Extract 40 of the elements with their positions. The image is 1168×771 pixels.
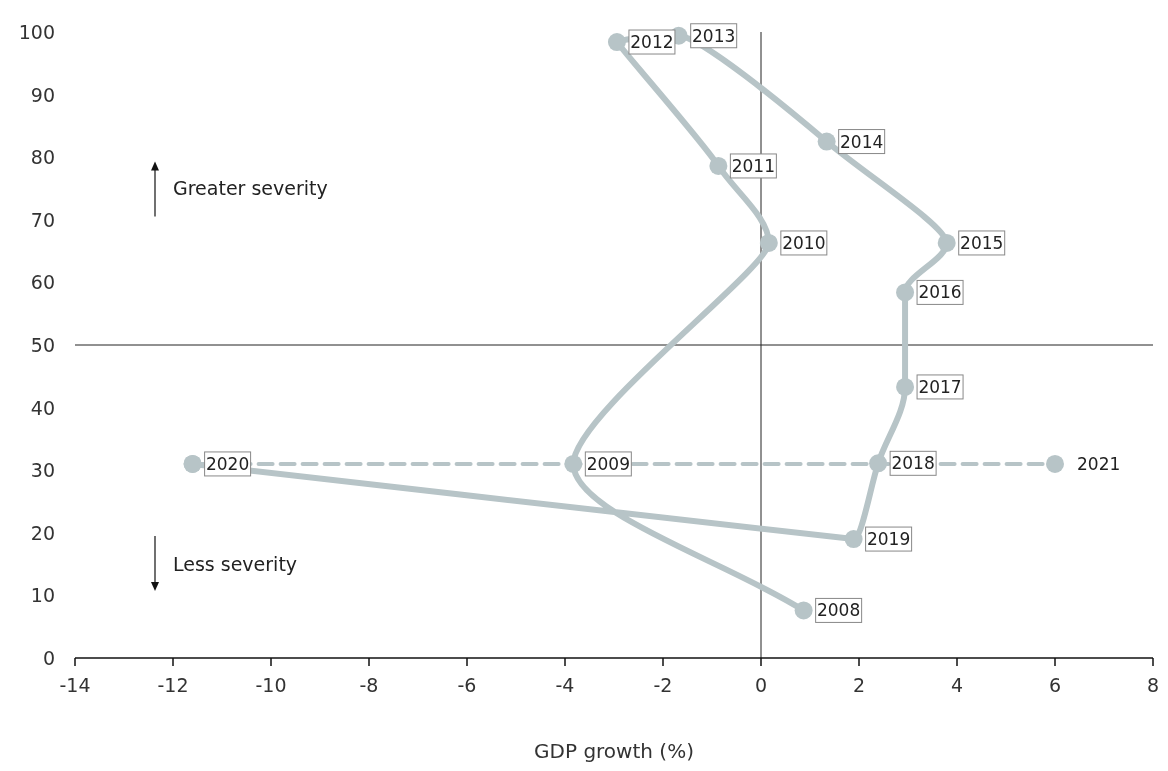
annotation: 2015 [960,232,1004,253]
x-tick-label: -12 [157,674,189,696]
annotation: Less severity [173,552,298,575]
annotation: Greater severity [173,177,328,200]
y-tick-label: 50 [30,334,55,356]
x-tick-label: -10 [255,674,287,696]
annotation: 2008 [817,600,861,621]
x-tick-label: -14 [59,674,91,696]
y-tick-label: 80 [30,146,55,169]
x-axis-title: GDP growth (%) [534,739,694,763]
annotation: 2016 [918,282,962,303]
annotation: 2009 [586,453,630,474]
x-tick-label: 2 [852,674,866,696]
x-tick-label: -6 [457,674,477,696]
x-tick-label: 4 [950,674,964,696]
x-tick-label: -8 [359,674,379,696]
x-tick-label: 8 [1146,674,1160,696]
y-tick-label: 70 [30,208,55,231]
y-tick-label: 40 [30,396,55,419]
y-tick-label: 10 [30,584,55,607]
y-tick-label: 100 [18,21,55,43]
y-tick-label: 20 [30,521,55,544]
annotation: 2020 [205,453,250,474]
annotation: 2017 [918,376,962,397]
y-tick-label: 60 [30,271,55,294]
annotation: 2019 [866,529,911,550]
y-tick-label: 0 [42,647,55,669]
annotation: 2018 [891,453,935,474]
y-tick-label: 30 [30,459,55,482]
annotation: 2013 [692,25,736,46]
y-tick-label: 90 [30,83,55,106]
annotation: 2014 [840,131,884,152]
x-tick-label: 6 [1048,674,1062,696]
annotation: 2012 [630,31,674,52]
x-tick-label: 0 [754,674,768,696]
annotation: 2021 [1077,453,1121,474]
annotation: 2010 [782,232,826,253]
annotation: 2011 [731,155,775,176]
x-tick-label: -4 [555,674,575,696]
x-tick-label: -2 [653,674,673,696]
